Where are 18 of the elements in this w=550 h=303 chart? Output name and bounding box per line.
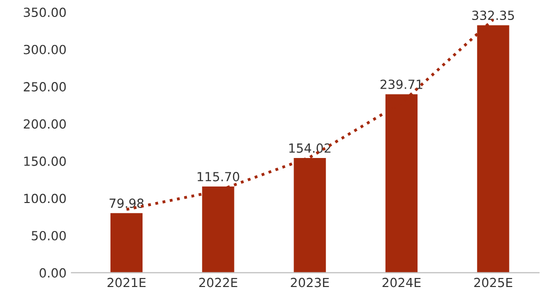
data-label: 115.70 <box>198 172 240 182</box>
y-tick-label: 0.00 <box>40 268 66 278</box>
data-label: 332.35 <box>472 10 514 20</box>
bar <box>110 213 143 273</box>
data-label: 239.71 <box>380 80 422 90</box>
y-tick-label: 50.00 <box>32 230 66 240</box>
y-tick-label: 250.00 <box>24 82 66 92</box>
y-tick-label: 150.00 <box>24 156 66 166</box>
y-tick-label: 200.00 <box>24 119 66 129</box>
x-tick-label: 2025E <box>474 278 512 288</box>
y-tick-label: 100.00 <box>24 194 66 204</box>
y-tick-label: 300.00 <box>24 44 66 54</box>
x-tick-label: 2024E <box>382 278 421 288</box>
x-tick-label: 2021E <box>108 278 146 288</box>
y-tick-label: 350.00 <box>24 8 66 18</box>
data-label: 79.98 <box>110 198 144 208</box>
x-tick-label: 2022E <box>199 278 238 288</box>
x-tick-label: 2023E <box>290 278 329 288</box>
